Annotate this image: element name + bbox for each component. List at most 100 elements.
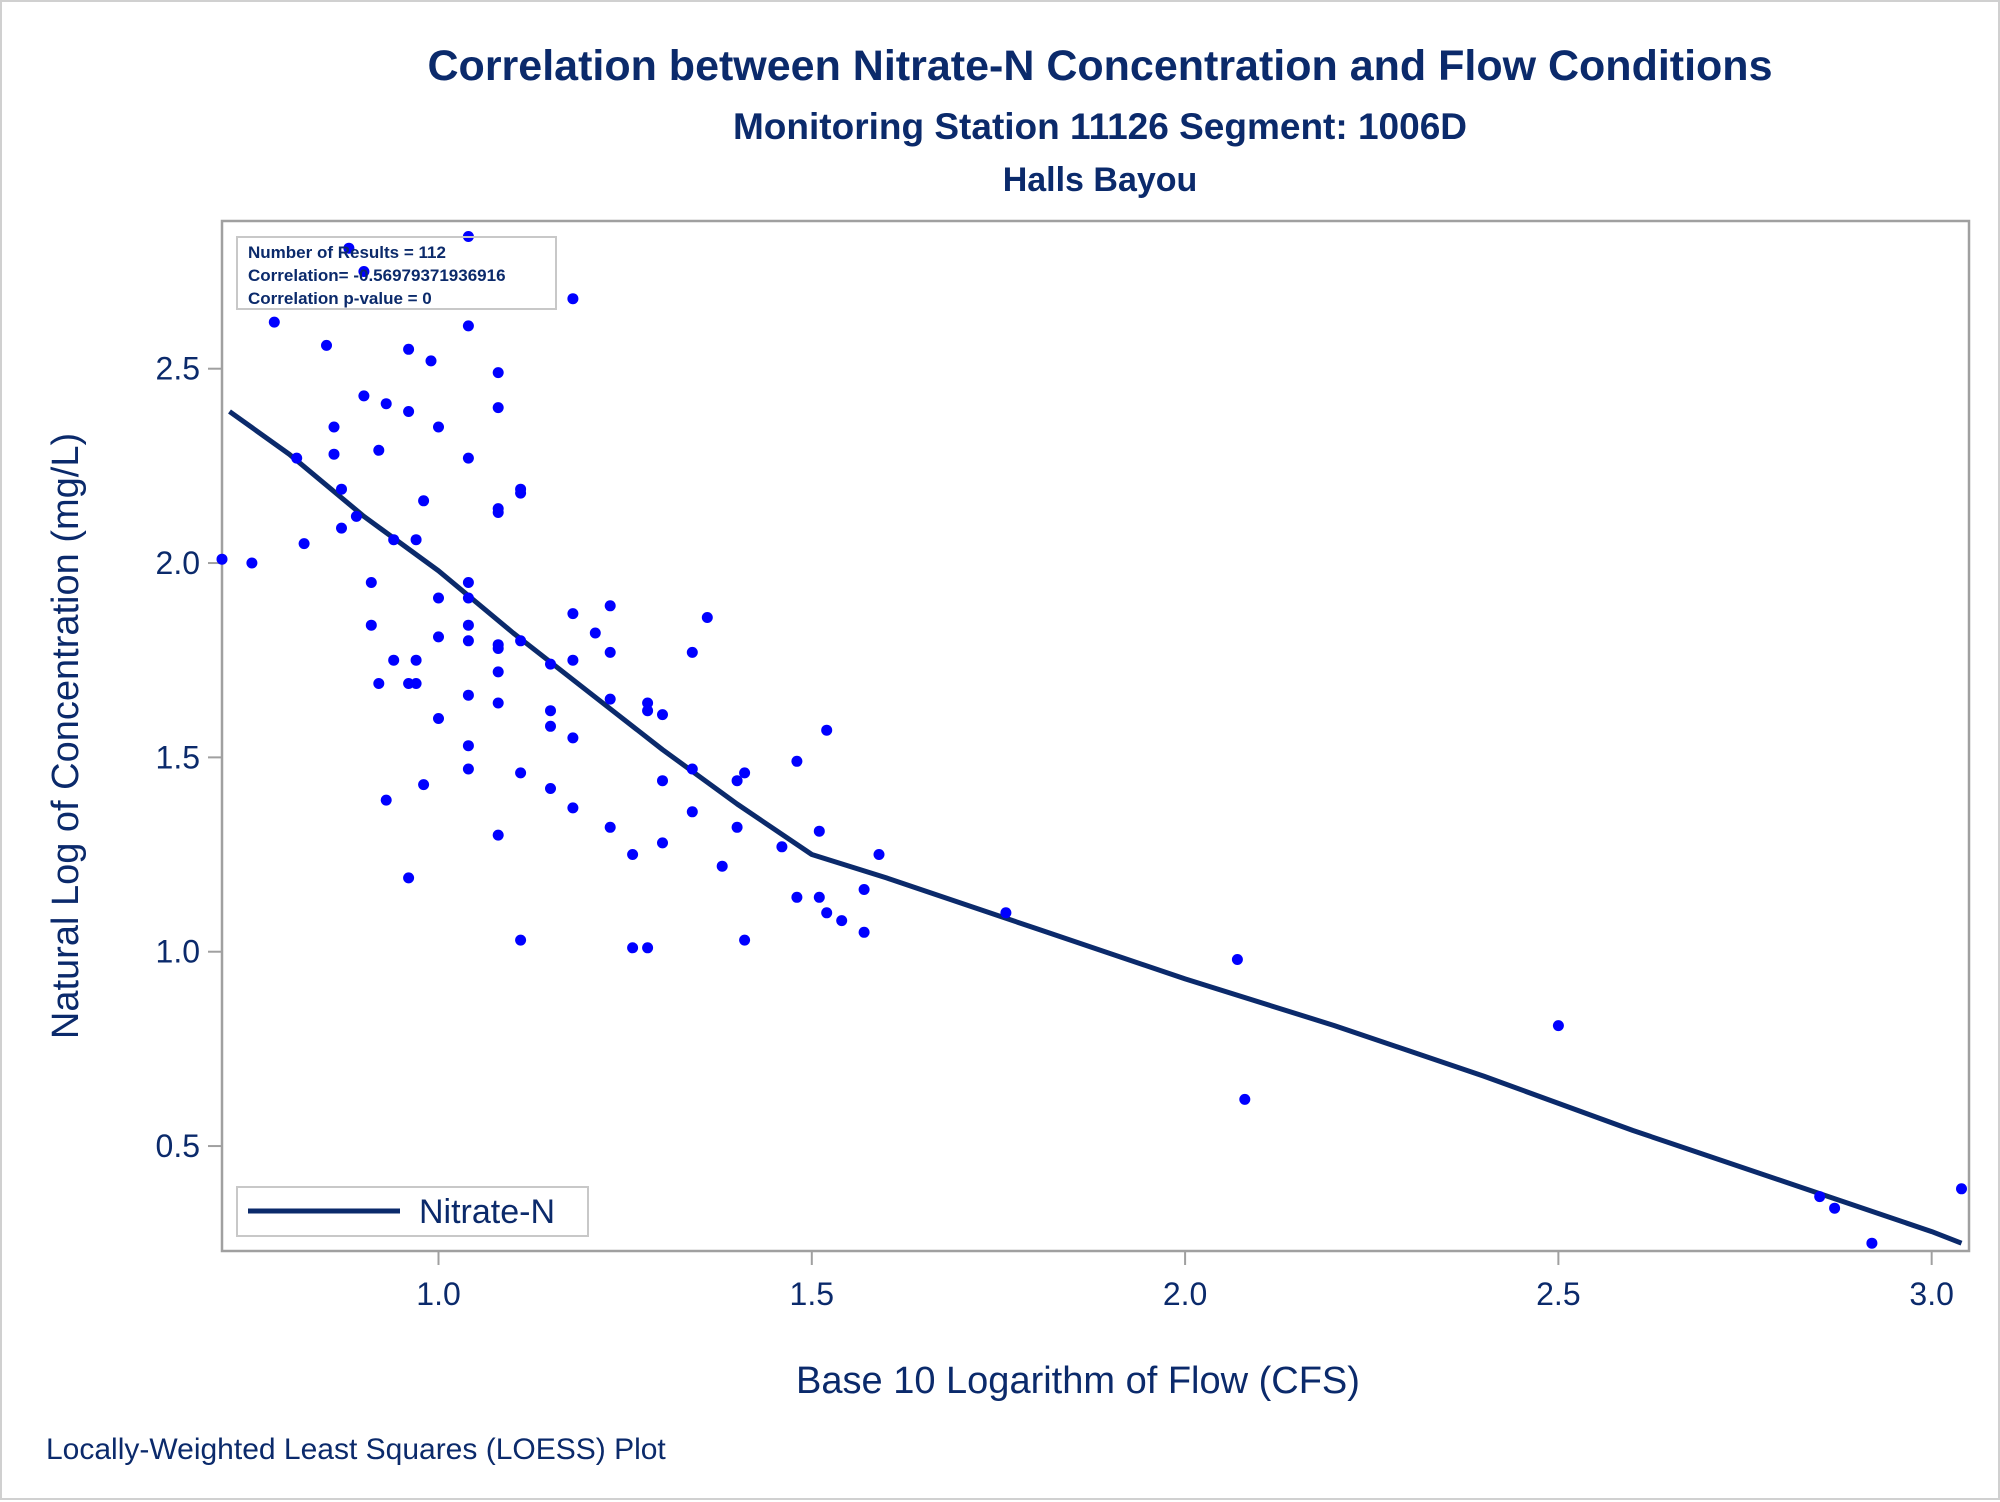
data-point: [410, 534, 422, 546]
y-tick-label: 0.5: [156, 1128, 200, 1164]
y-tick-label: 1.0: [156, 934, 200, 970]
data-point: [657, 837, 668, 849]
data-point: [403, 406, 415, 417]
data-point: [545, 658, 556, 670]
chart-title: Correlation between Nitrate-N Concentrat…: [428, 42, 1773, 90]
data-point: [462, 740, 474, 752]
chart-subtitle-location: Halls Bayou: [1003, 161, 1198, 199]
scatter-points-layer: [216, 231, 1967, 1249]
data-point: [627, 849, 639, 860]
data-point: [1231, 954, 1243, 965]
data-point: [492, 697, 504, 709]
x-tick-label: 2.5: [1536, 1276, 1580, 1312]
data-point: [216, 553, 228, 565]
data-point: [462, 452, 474, 464]
stat-p-value: Correlation p-value = 0: [248, 289, 432, 308]
data-point: [701, 612, 713, 623]
data-point: [604, 693, 616, 705]
data-point: [1866, 1237, 1878, 1249]
data-point: [373, 444, 385, 456]
data-point: [336, 522, 347, 534]
data-point: [791, 891, 803, 903]
data-point: [567, 802, 579, 814]
data-point: [776, 841, 788, 853]
y-tick-label: 2.5: [156, 351, 200, 387]
data-point: [433, 421, 444, 433]
data-point: [836, 915, 848, 927]
data-point: [492, 666, 504, 678]
data-point: [813, 891, 825, 903]
data-point: [739, 934, 751, 946]
x-axis-label: Base 10 Logarithm of Flow (CFS): [796, 1360, 1360, 1402]
stats-inset-border: [236, 236, 557, 310]
data-point: [358, 266, 370, 277]
y-axis: 0.5 1.0 1.5 2.0 2.5: [156, 351, 222, 1164]
data-point: [731, 821, 743, 833]
data-point: [388, 654, 400, 666]
plot-area-border: [220, 219, 1971, 1253]
data-point: [403, 343, 415, 355]
data-point: [403, 872, 415, 884]
legend-label-nitrate-n: Nitrate-N: [419, 1193, 555, 1231]
data-point: [545, 720, 556, 732]
data-point: [657, 709, 668, 721]
data-point: [246, 557, 258, 569]
data-point: [358, 390, 370, 402]
x-tick-label: 1.5: [790, 1276, 834, 1312]
data-point: [1956, 1183, 1967, 1195]
data-point: [1239, 1093, 1251, 1105]
data-point: [604, 821, 616, 833]
data-point: [642, 942, 654, 954]
data-point: [328, 421, 340, 433]
legend: Nitrate-N: [236, 1186, 589, 1237]
data-point: [858, 884, 870, 895]
data-point: [380, 398, 392, 410]
y-tick-label: 2.0: [156, 545, 200, 581]
data-point: [492, 829, 504, 841]
data-point: [462, 320, 474, 332]
data-point: [462, 635, 474, 647]
data-point: [515, 487, 527, 499]
data-point: [492, 643, 504, 654]
data-point: [567, 293, 579, 305]
data-point: [813, 825, 825, 837]
data-point: [686, 763, 698, 775]
data-point: [492, 367, 504, 379]
data-point: [343, 242, 355, 254]
data-point: [462, 763, 474, 775]
data-point: [821, 724, 833, 736]
x-axis: 1.0 1.5 2.0 2.5 3.0: [416, 1251, 1954, 1312]
data-point: [657, 775, 668, 787]
data-point: [433, 592, 444, 604]
data-point: [604, 646, 616, 658]
data-point: [515, 934, 527, 946]
data-point: [716, 860, 728, 872]
data-point: [388, 534, 400, 546]
data-point: [515, 635, 527, 647]
x-tick-label: 1.0: [416, 1276, 460, 1312]
loess-line-layer: [228, 409, 1963, 1246]
data-point: [791, 755, 803, 767]
data-point: [433, 713, 444, 724]
data-point: [418, 779, 430, 791]
data-point: [567, 608, 579, 620]
x-tick-label: 2.0: [1163, 1276, 1207, 1312]
loess-line: [228, 409, 1963, 1246]
data-point: [373, 678, 385, 689]
stats-inset: Number of Results = 112 Correlation= -0.…: [236, 236, 557, 310]
chart-subtitle: Monitoring Station 11126 Segment: 1006D: [733, 106, 1467, 147]
data-point: [336, 483, 347, 495]
data-point: [686, 646, 698, 658]
data-point: [350, 510, 362, 522]
y-axis-label: Natural Log of Concentration (mg/L): [45, 433, 87, 1039]
data-point: [410, 654, 422, 666]
data-point: [291, 452, 303, 464]
data-point: [567, 654, 579, 666]
data-point: [462, 689, 474, 701]
x-tick-label: 3.0: [1909, 1276, 1953, 1312]
data-point: [1829, 1202, 1841, 1214]
data-point: [567, 732, 579, 744]
data-point: [268, 316, 280, 328]
data-point: [462, 592, 474, 604]
data-point: [298, 538, 310, 550]
